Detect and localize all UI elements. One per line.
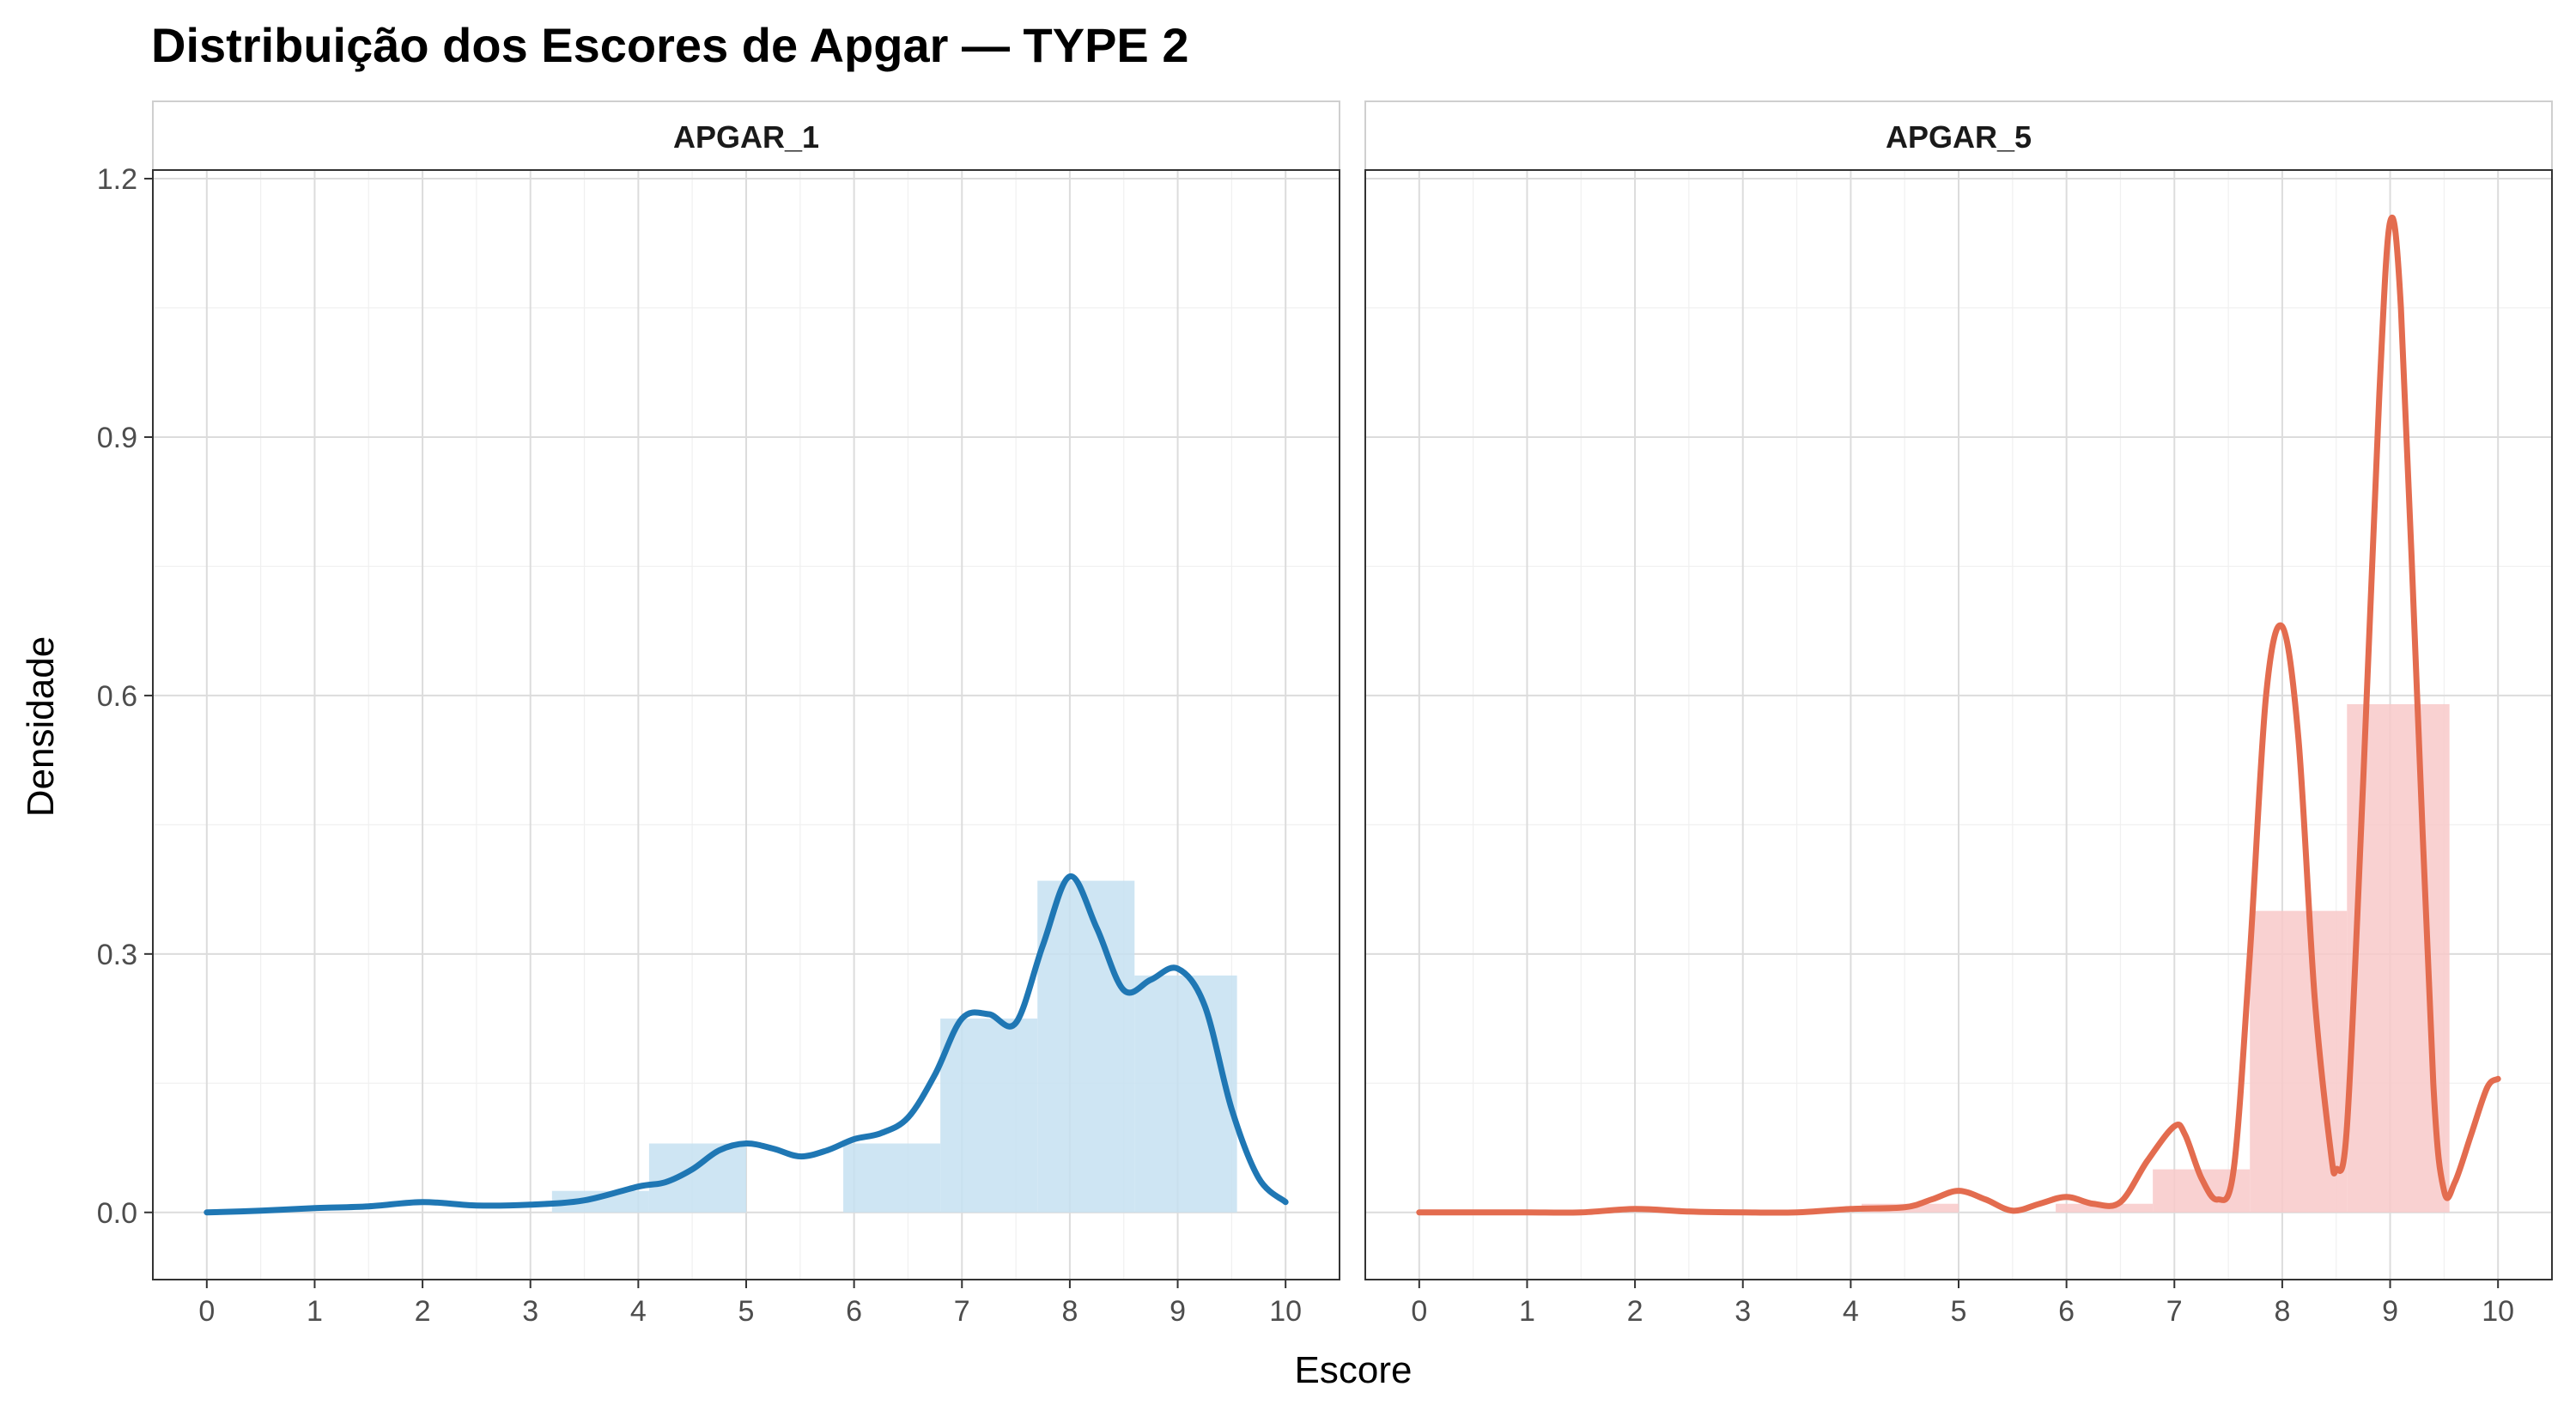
panels-layer: APGAR_10 1 2 3 4 5 6 7 8 9 100.00.30.60.91.2APGAR_… [97, 100, 2553, 1328]
histogram-bar [843, 1143, 941, 1213]
x-tick-label: 7 [954, 1295, 970, 1328]
panel-apgar_5: APGAR_5 0 1 2 3 4 5 6 7 8 9 10 [1364, 100, 2553, 1328]
x-tick-label: 2 [415, 1295, 431, 1328]
x-tick-label: 7 [2166, 1295, 2183, 1328]
y-tick-label: 0.9 [97, 422, 137, 454]
histogram-bar [1134, 975, 1237, 1213]
x-tick-label: 8 [2274, 1295, 2290, 1328]
y-tick-label: 0.6 [97, 680, 137, 713]
x-tick-label: 5 [1951, 1295, 1967, 1328]
histogram-bar [940, 1019, 1038, 1213]
x-tick-label: 4 [630, 1295, 647, 1328]
x-tick-label: 0 [198, 1295, 215, 1328]
x-tick-label: 10 [1269, 1295, 1302, 1328]
panel-strip-label: APGAR_1 [673, 119, 819, 155]
x-tick-label: 6 [846, 1295, 862, 1328]
x-tick-label: 1 [307, 1295, 323, 1328]
x-tick-label: 3 [1735, 1295, 1751, 1328]
y-tick-label: 0.0 [97, 1197, 137, 1230]
density-line [204, 873, 1289, 1216]
x-tick-label: 4 [1843, 1295, 1859, 1328]
panel-apgar_1: APGAR_1 0 1 2 3 4 5 6 7 8 9 10 0.0 0.3 0.6 0.9 1.2 [97, 100, 1340, 1328]
x-tick-label: 3 [522, 1295, 538, 1328]
panel-strip-label: APGAR_5 [1886, 119, 2032, 155]
y-tick-label: 1.2 [97, 163, 137, 196]
chart-title: Distribuição dos Escores de Apgar — TYPE… [151, 18, 1188, 72]
panel-strip [152, 100, 1340, 171]
x-tick-label: 2 [1627, 1295, 1643, 1328]
x-tick-label: 1 [1519, 1295, 1535, 1328]
x-tick-label: 10 [2482, 1295, 2514, 1328]
x-tick-label: 9 [1170, 1295, 1186, 1328]
x-tick-label: 0 [1411, 1295, 1427, 1328]
density-line [1416, 214, 2501, 1216]
panel-strip [1364, 100, 2553, 171]
x-axis-title: Escore [1295, 1349, 1413, 1391]
histogram-bar [1037, 880, 1135, 1213]
x-tick-label: 5 [738, 1295, 755, 1328]
x-tick-label: 6 [2058, 1295, 2075, 1328]
y-axis-title: Densidade [20, 636, 62, 817]
x-tick-label: 8 [1061, 1295, 1078, 1328]
y-tick-label: 0.3 [97, 939, 137, 971]
x-tick-label: 9 [2382, 1295, 2398, 1328]
histogram-bar [648, 1143, 746, 1213]
